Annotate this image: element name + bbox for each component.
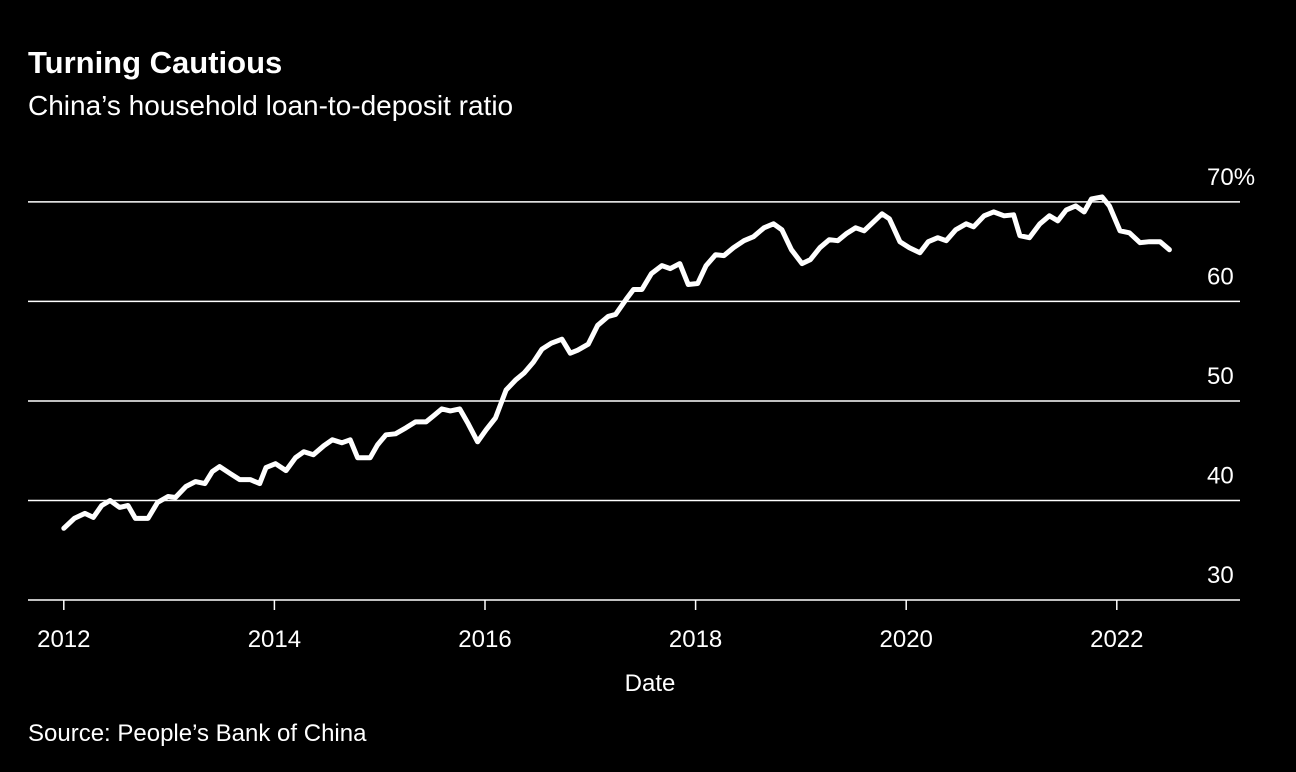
data-line — [61, 194, 1172, 531]
chart-title: Turning Cautious — [28, 45, 282, 80]
y-tick-label: 70% — [1207, 164, 1255, 191]
chart-subtitle: China’s household loan-to-deposit ratio — [28, 90, 513, 121]
x-tick-label: 2020 — [880, 626, 933, 653]
x-tick-label: 2012 — [37, 626, 90, 653]
x-tick-label: 2016 — [458, 626, 511, 653]
y-tick-label: 40 — [1207, 462, 1234, 489]
source: Source: People’s Bank of China — [28, 720, 367, 747]
y-tick-label: 60 — [1207, 263, 1234, 290]
y-tick-label: 30 — [1207, 562, 1234, 589]
x-tick-label: 2018 — [669, 626, 722, 653]
y-tick-label: 50 — [1207, 363, 1234, 390]
x-tick-label: 2022 — [1090, 626, 1143, 653]
x-tick-label: 2014 — [248, 626, 301, 653]
x-axis-label: Date — [625, 670, 676, 697]
